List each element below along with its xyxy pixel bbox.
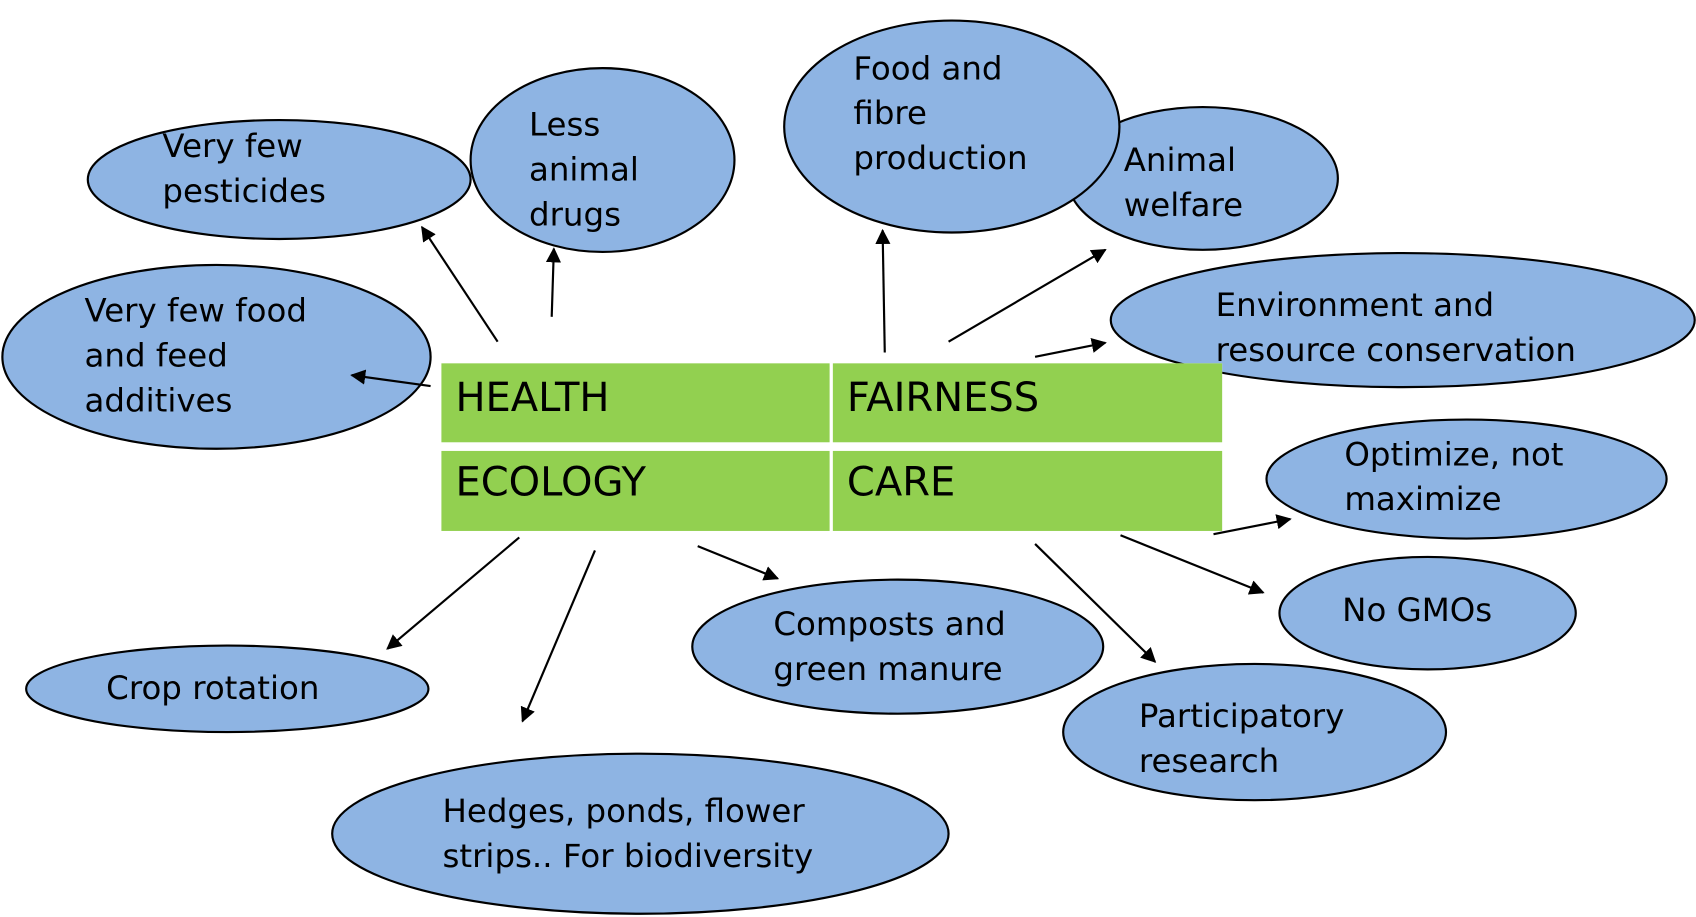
arrow — [697, 545, 780, 581]
arrow — [948, 248, 1107, 343]
node-label: Participatory — [1139, 697, 1344, 735]
node-label: strips.. For biodiversity — [442, 837, 813, 875]
arrow — [421, 225, 499, 343]
node-ellipse — [1062, 662, 1448, 802]
cell-label: HEALTH — [455, 375, 609, 421]
arrow — [350, 369, 431, 388]
node: Very few pesticides — [86, 118, 472, 241]
node-label: Animal — [1124, 141, 1236, 179]
cell — [441, 363, 830, 443]
node-label: Very few — [162, 127, 302, 165]
node-label: animal — [529, 150, 639, 188]
node-label: Food and — [853, 49, 1002, 87]
nodes: Very few pesticides Less animal drugs Very fe… — [1, 19, 1696, 915]
node-label: Less — [529, 106, 600, 144]
arrow — [520, 549, 596, 723]
cell-label: FAIRNESS — [847, 375, 1039, 421]
arrow — [545, 247, 562, 317]
arrow — [1034, 543, 1157, 663]
node-label: Very few food — [85, 292, 307, 330]
arrow — [875, 228, 891, 353]
node: Hedges, ponds, flower strips.. For biodiv… — [331, 752, 950, 915]
node-label: production — [853, 139, 1027, 177]
node-ellipse — [331, 752, 950, 915]
node: Less animal drugs — [469, 67, 736, 254]
node-ellipse — [783, 19, 1121, 234]
node-label: Composts and — [773, 605, 1005, 643]
node-label: and feed — [85, 336, 228, 374]
center-grid: HEALTH FAIRNESS ECOLOGY CARE — [441, 363, 1223, 531]
node-ellipse — [25, 644, 430, 734]
node: No GMOs — [1278, 555, 1577, 671]
node-label: Optimize, not — [1344, 435, 1563, 473]
cell — [441, 450, 830, 531]
node-label: pesticides — [162, 172, 325, 210]
node-ellipse — [1278, 555, 1577, 671]
node-ellipse — [469, 67, 736, 254]
node: Composts and green manure — [691, 578, 1105, 715]
node: Very few food and feed additives — [1, 263, 432, 450]
arrow — [1034, 338, 1107, 358]
node-label: Environment and — [1216, 286, 1494, 324]
node-ellipse — [1, 263, 432, 450]
arrow — [386, 536, 520, 650]
node: Optimize, not maximize — [1265, 418, 1668, 540]
node-label: drugs — [529, 195, 621, 233]
cell — [832, 363, 1223, 443]
node-ellipse — [86, 118, 472, 241]
arrows — [350, 225, 1292, 723]
node: Food and fibre production — [783, 19, 1121, 234]
arrow — [1213, 514, 1292, 536]
node: Participatory research — [1062, 662, 1448, 802]
node-label: additives — [85, 381, 233, 419]
node-label: research — [1139, 742, 1279, 780]
cell-label: CARE — [847, 459, 955, 505]
node-label: welfare — [1124, 186, 1243, 224]
node-label: fibre — [853, 94, 927, 132]
node-label: green manure — [773, 650, 1002, 688]
node-label: No GMOs — [1342, 591, 1492, 629]
node-ellipse — [1109, 251, 1696, 389]
cell-label: ECOLOGY — [455, 459, 646, 505]
node: Environment and resource conservation — [1109, 251, 1696, 389]
node-ellipse — [1265, 418, 1668, 540]
node-label: resource conservation — [1216, 331, 1576, 369]
node-label: Crop rotation — [106, 669, 319, 707]
node: Animal welfare — [1066, 105, 1339, 251]
node-label: maximize — [1344, 480, 1501, 518]
arrow — [1120, 534, 1265, 595]
node-label: Hedges, ponds, flower — [442, 792, 805, 830]
cell — [832, 450, 1223, 531]
node-ellipse — [691, 578, 1105, 715]
node: Crop rotation — [25, 644, 430, 734]
